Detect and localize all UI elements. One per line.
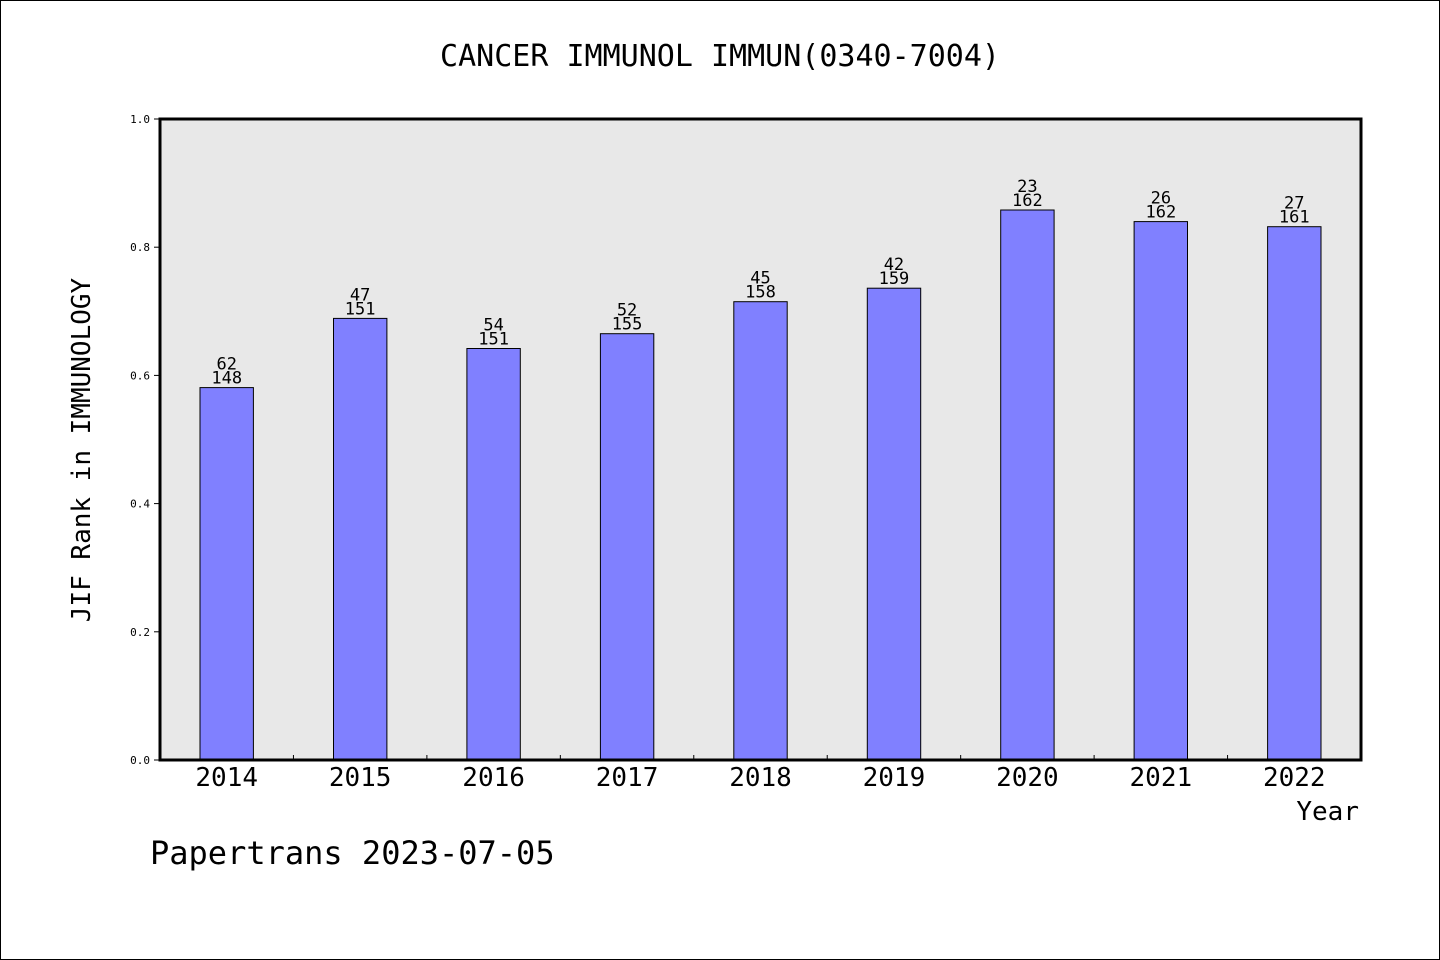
x-tick-label: 2021 (1130, 763, 1193, 793)
plot-border (158, 117, 1363, 762)
x-axis-label: Year (1296, 797, 1359, 827)
total-label: 155 (612, 315, 643, 335)
total-label: 151 (345, 299, 376, 319)
x-tick-label: 2017 (596, 763, 659, 793)
y-tick-label: 0.4 (130, 498, 150, 511)
rank-label: 52 (617, 301, 637, 321)
total-label: 148 (211, 369, 242, 389)
total-label: 161 (1279, 208, 1310, 228)
x-tick-label: 2016 (462, 763, 525, 793)
bar-2018 (733, 301, 788, 761)
total-label: 158 (745, 283, 776, 303)
rank-label: 27 (1284, 194, 1304, 214)
bar-2019 (866, 287, 922, 761)
chart-title: CANCER IMMUNOL IMMUN(0340-7004) (440, 39, 1000, 74)
y-tick-label: 0.2 (130, 626, 150, 639)
bar-2014 (199, 387, 254, 761)
bar-2020 (1000, 209, 1055, 761)
y-axis: 0.0 0.2 0.4 0.6 0.8 1.0 (130, 113, 160, 767)
x-tick-label: 2020 (996, 763, 1059, 793)
total-label: 162 (1012, 191, 1043, 211)
x-axis: 2014 2015 2016 2017 2018 2019 2020 2021 2022 (195, 755, 1326, 793)
y-tick-label: 0.8 (130, 241, 150, 254)
y-tick-label: 0.0 (130, 754, 150, 767)
x-tick-label: 2019 (863, 763, 926, 793)
y-axis-label: JIF Rank in IMMUNOLOGY (67, 277, 97, 622)
footer-credit: Papertrans 2023-07-05 (150, 834, 555, 872)
rank-label: 26 (1151, 189, 1171, 209)
y-tick-label: 1.0 (130, 113, 150, 126)
x-tick-label: 2018 (729, 763, 792, 793)
rank-label: 45 (750, 269, 770, 289)
total-label: 151 (478, 330, 509, 350)
total-label: 162 (1145, 203, 1176, 223)
y-tick-label: 0.6 (130, 369, 150, 382)
bar-2015 (333, 317, 388, 761)
bar-2017 (599, 333, 655, 761)
rank-label: 54 (483, 316, 503, 336)
bar-2016 (466, 348, 521, 761)
rank-label: 42 (884, 255, 904, 275)
x-tick-label: 2022 (1263, 763, 1326, 793)
rank-label: 62 (216, 355, 236, 375)
total-label: 159 (879, 269, 910, 289)
rank-label: 47 (350, 285, 370, 305)
bar-2022 (1267, 226, 1322, 761)
bar-2021 (1133, 221, 1188, 761)
x-tick-label: 2014 (195, 763, 258, 793)
x-tick-label: 2015 (329, 763, 392, 793)
rank-label: 23 (1017, 177, 1037, 197)
